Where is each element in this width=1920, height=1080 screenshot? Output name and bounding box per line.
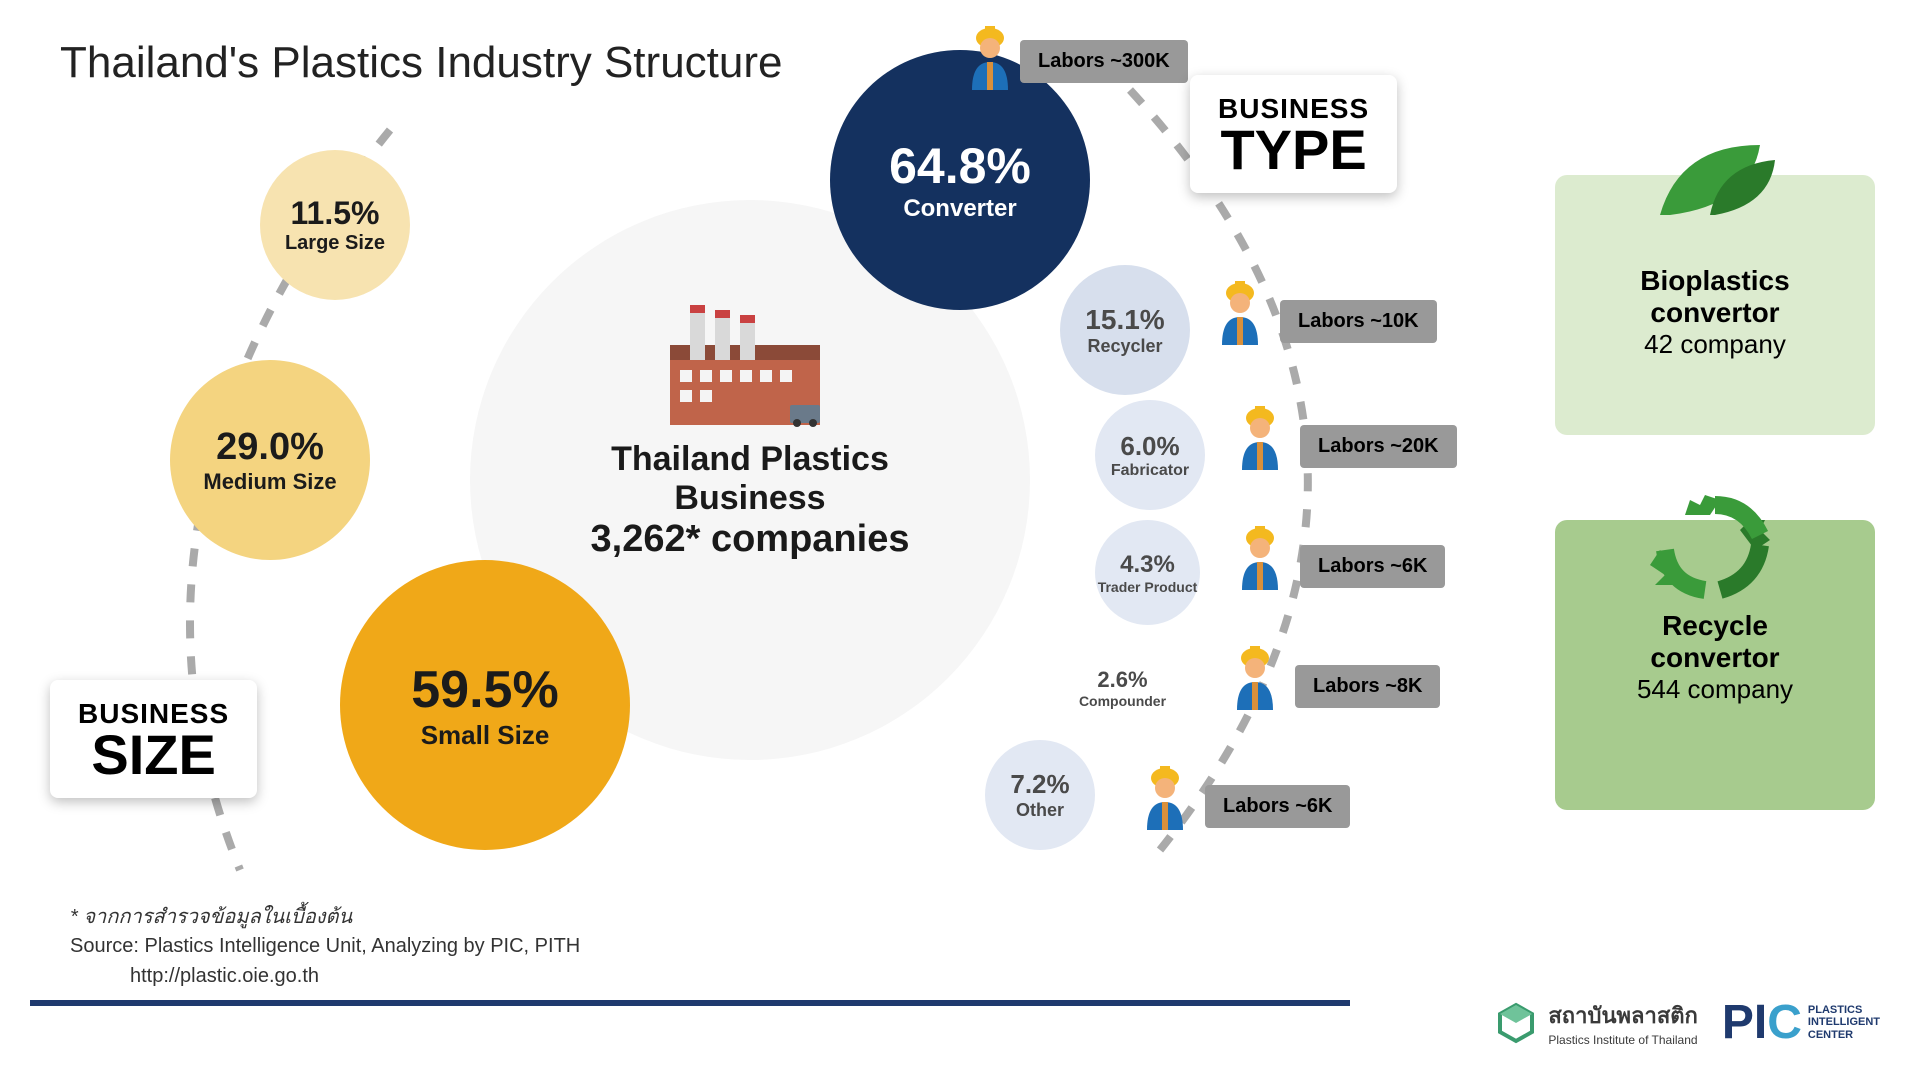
logo2-sub2: INTELLIGENT <box>1808 1016 1880 1028</box>
hex-icon <box>1494 1001 1538 1045</box>
type-label: Fabricator <box>1111 462 1189 480</box>
business-type-bot: TYPE <box>1218 125 1369 175</box>
worker-icon <box>1210 275 1270 345</box>
size-bubble-0: 11.5%Large Size <box>260 150 410 300</box>
worker-icon <box>960 20 1020 90</box>
logo-area: สถาบันพลาสติก Plastics Institute of Thai… <box>1494 995 1880 1050</box>
source-line-1: Source: Plastics Intelligence Unit, Anal… <box>70 935 580 958</box>
labor-badge: Labors ~300K <box>1020 40 1188 83</box>
green-title1: Bioplastics <box>1555 265 1875 297</box>
type-label: Compounder <box>1079 693 1166 709</box>
green-count: 42 company <box>1555 329 1875 360</box>
type-bubble-5: 7.2%Other <box>985 740 1095 850</box>
size-pct: 11.5% <box>291 195 380 232</box>
business-size-bot: SIZE <box>78 730 229 780</box>
type-bubble-4: 2.6%Compounder <box>1075 640 1170 735</box>
worker-icon <box>1225 640 1285 710</box>
page-title: Thailand's Plastics Industry Structure <box>60 38 782 88</box>
center-line2: Business <box>530 479 970 518</box>
green-card-0: Bioplasticsconvertor42 company <box>1555 175 1875 435</box>
green-title1: Recycle <box>1555 610 1875 642</box>
logo1-main: สถาบันพลาสติก <box>1548 998 1697 1033</box>
logo2-main: PIC <box>1722 995 1802 1050</box>
logo2-sub1: PLASTICS <box>1808 1004 1880 1016</box>
labor-badge: Labors ~6K <box>1300 545 1445 588</box>
worker-icon <box>1230 520 1290 590</box>
business-type-card: BUSINESS TYPE <box>1190 75 1397 193</box>
type-label: Converter <box>903 195 1016 223</box>
logo-pit: สถาบันพลาสติก Plastics Institute of Thai… <box>1494 998 1697 1047</box>
size-bubble-1: 29.0%Medium Size <box>170 360 370 560</box>
labor-badge: Labors ~6K <box>1205 785 1350 828</box>
size-pct: 29.0% <box>216 426 324 469</box>
type-pct: 2.6% <box>1097 667 1147 693</box>
center-text: Thailand Plastics Business 3,262* compan… <box>530 440 970 561</box>
type-bubble-2: 6.0%Fabricator <box>1095 400 1205 510</box>
type-label: Recycler <box>1087 336 1162 357</box>
type-bubble-3: 4.3%Trader Product <box>1095 520 1200 625</box>
type-label: Trader Product <box>1098 579 1198 595</box>
size-label: Large Size <box>285 232 385 255</box>
size-bubble-2: 59.5%Small Size <box>340 560 630 850</box>
worker-icon <box>1230 400 1290 470</box>
factory-icon <box>660 290 830 435</box>
center-line1: Thailand Plastics <box>530 440 970 479</box>
green-title2: convertor <box>1555 297 1875 329</box>
logo1-sub: Plastics Institute of Thailand <box>1548 1033 1697 1047</box>
green-card-1: Recycleconvertor544 company <box>1555 520 1875 810</box>
center-line3: 3,262* companies <box>530 518 970 561</box>
type-pct: 15.1% <box>1085 304 1164 336</box>
footer-line <box>30 1000 1350 1006</box>
type-bubble-1: 15.1%Recycler <box>1060 265 1190 395</box>
source-line-2: http://plastic.oie.go.th <box>130 965 319 988</box>
green-title2: convertor <box>1555 642 1875 674</box>
labor-badge: Labors ~8K <box>1295 665 1440 708</box>
type-label: Other <box>1016 800 1064 821</box>
type-pct: 64.8% <box>889 137 1031 195</box>
type-pct: 7.2% <box>1010 769 1069 800</box>
green-count: 544 company <box>1555 674 1875 705</box>
logo-pic: PIC PLASTICS INTELLIGENT CENTER <box>1722 995 1880 1050</box>
footnote: * จากการสำรวจข้อมูลในเบื้องต้น <box>70 900 352 932</box>
size-label: Small Size <box>421 720 550 751</box>
size-pct: 59.5% <box>411 660 558 720</box>
worker-icon <box>1135 760 1195 830</box>
size-label: Medium Size <box>203 469 336 495</box>
type-pct: 6.0% <box>1120 431 1179 462</box>
labor-badge: Labors ~10K <box>1280 300 1437 343</box>
labor-badge: Labors ~20K <box>1300 425 1457 468</box>
type-pct: 4.3% <box>1120 551 1175 579</box>
business-size-card: BUSINESS SIZE <box>50 680 257 798</box>
logo2-sub3: CENTER <box>1808 1029 1880 1041</box>
